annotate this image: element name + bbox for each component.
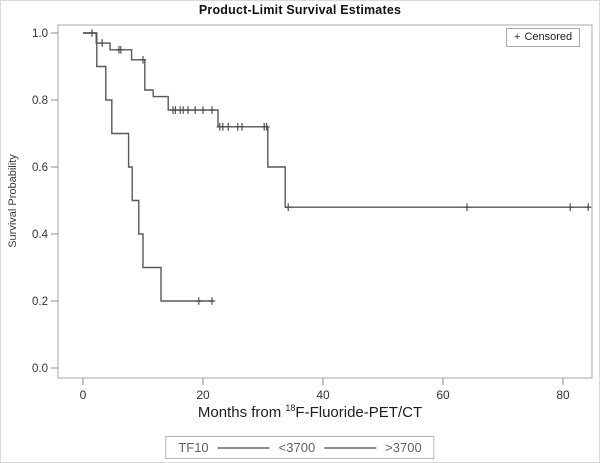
censor-mark bbox=[219, 123, 226, 131]
x-tick-label: 0 bbox=[80, 388, 87, 402]
x-axis-label: Months from 18F-Fluoride-PET/CT bbox=[0, 403, 600, 422]
survival-curve-lower bbox=[83, 32, 214, 302]
censor-mark bbox=[285, 203, 292, 211]
censor-mark bbox=[463, 203, 471, 211]
censor-mark bbox=[184, 106, 192, 114]
censor-mark bbox=[117, 45, 124, 54]
censor-mark bbox=[199, 106, 207, 114]
censor-mark bbox=[139, 56, 147, 64]
group-legend-label-lt3700: <3700 bbox=[278, 440, 316, 455]
censor-mark bbox=[238, 123, 246, 131]
group-legend-label-gt3700: >3700 bbox=[385, 440, 422, 455]
censor-mark bbox=[567, 203, 574, 211]
y-axis-label: Survival Probability bbox=[7, 154, 19, 248]
y-tick-label: 0.4 bbox=[32, 229, 49, 241]
censor-mark bbox=[208, 297, 216, 305]
legend-line-sample-group1 bbox=[217, 446, 270, 449]
censor-mark bbox=[208, 106, 216, 114]
x-axis-label-superscript: 18 bbox=[285, 403, 296, 413]
censor-mark bbox=[195, 297, 202, 305]
censor-mark bbox=[192, 106, 199, 114]
legend-line-sample-group2 bbox=[324, 446, 377, 449]
y-tick-label: 0.8 bbox=[32, 95, 48, 107]
x-tick-label: 40 bbox=[316, 388, 330, 402]
y-tick-label: 0.2 bbox=[32, 296, 48, 308]
survival-curve-upper bbox=[83, 32, 590, 208]
censored-plus-icon: + bbox=[514, 31, 521, 43]
censored-legend-box: + Censored bbox=[506, 28, 581, 47]
censored-legend-label: Censored bbox=[524, 31, 573, 43]
x-axis-label-prefix: Months from bbox=[197, 404, 286, 421]
x-tick-label: 60 bbox=[436, 388, 450, 402]
censor-mark bbox=[225, 123, 232, 131]
y-tick-label: 1.0 bbox=[32, 28, 48, 40]
censor-mark bbox=[99, 39, 106, 47]
group-legend-title: TF10 bbox=[178, 440, 209, 455]
y-tick-label: 0.6 bbox=[32, 162, 48, 174]
plot-frame bbox=[57, 24, 593, 379]
curves-group bbox=[83, 29, 592, 305]
x-axis-label-suffix: F-Fluoride-PET/CT bbox=[295, 404, 423, 421]
chart-title: Product-Limit Survival Estimates bbox=[198, 3, 402, 17]
x-tick-label: 80 bbox=[556, 388, 570, 402]
censor-mark bbox=[585, 203, 592, 211]
group-legend-box: TF10 <3700 >3700 bbox=[165, 436, 435, 459]
censor-mark bbox=[263, 123, 270, 131]
y-tick-label: 0.0 bbox=[32, 363, 48, 375]
x-tick-label: 20 bbox=[196, 388, 210, 402]
